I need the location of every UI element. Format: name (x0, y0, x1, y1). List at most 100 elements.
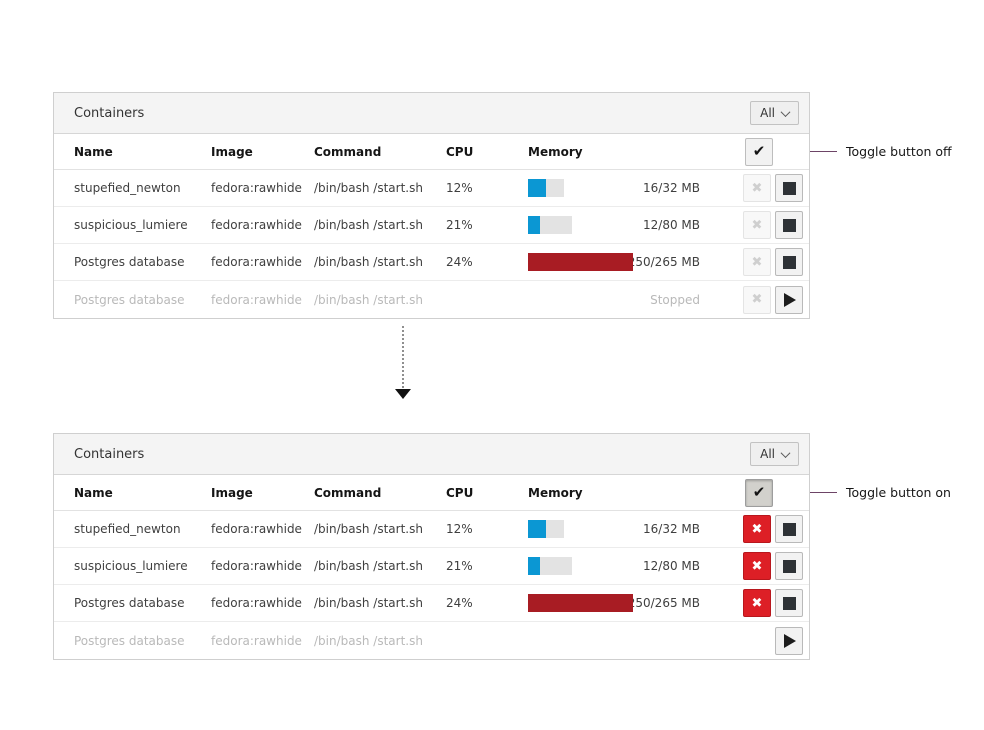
delete-button[interactable]: ✖ (743, 285, 771, 314)
cell-image: fedora:rawhide (211, 181, 302, 195)
cell-name: suspicious_lumiere (74, 559, 188, 573)
cell-cpu: 24% (446, 255, 473, 269)
container-row: stupefied_newton fedora:rawhide /bin/bas… (54, 170, 809, 207)
cell-image: fedora:rawhide (211, 633, 302, 648)
col-header-image: Image (211, 144, 253, 159)
chevron-down-icon (780, 106, 791, 117)
cell-command: /bin/bash /start.sh (314, 255, 423, 269)
cell-command: /bin/bash /start.sh (314, 181, 423, 195)
memory-bar (528, 520, 564, 538)
stop-icon (782, 181, 796, 195)
memory-value: 16/32 MB (643, 181, 700, 195)
container-row: suspicious_lumiere fedora:rawhide /bin/b… (54, 548, 809, 585)
memory-bar-fill (528, 594, 633, 612)
delete-button[interactable]: ✖ (743, 211, 771, 239)
col-header-name: Name (74, 144, 113, 159)
col-header-command: Command (314, 485, 382, 500)
panel-titlebar: Containers All (54, 434, 809, 475)
panel-titlebar: Containers All (54, 93, 809, 134)
cell-memory: Stopped (528, 293, 700, 307)
annotation-label: Toggle button off (846, 143, 952, 159)
table-body: stupefied_newton fedora:rawhide /bin/bas… (54, 511, 809, 659)
col-header-memory: Memory (528, 485, 583, 500)
table-header-row: Name Image Command CPU Memory ✔ (54, 475, 809, 511)
memory-value: 250/265 MB (627, 596, 700, 610)
memory-value: 12/80 MB (643, 218, 700, 232)
run-state-button[interactable] (775, 211, 803, 239)
delete-button[interactable]: ✖ (743, 515, 771, 543)
delete-button[interactable]: ✖ (743, 552, 771, 580)
filter-value: All (760, 106, 775, 120)
row-actions: ✖ (700, 589, 809, 617)
cell-name: stupefied_newton (74, 181, 181, 195)
dotted-line (402, 326, 404, 388)
memory-value: 250/265 MB (627, 255, 700, 269)
cell-command: /bin/bash /start.sh (314, 633, 423, 648)
memory-value: 16/32 MB (643, 522, 700, 536)
run-state-button[interactable] (775, 626, 803, 655)
containers-card: Containers All Name Image Command CPU Me… (53, 433, 810, 660)
run-state-button[interactable] (775, 285, 803, 314)
cell-memory: 250/265 MB (528, 253, 700, 271)
cell-command: /bin/bash /start.sh (314, 292, 423, 307)
annotation-connector (810, 491, 837, 493)
cell-name: Postgres database (74, 292, 185, 307)
cell-command: /bin/bash /start.sh (314, 596, 423, 610)
delete-icon: ✖ (751, 254, 763, 270)
delete-icon: ✖ (751, 180, 763, 196)
cell-memory: 250/265 MB (528, 594, 700, 612)
memory-bar-fill (528, 520, 546, 538)
delete-button[interactable]: ✖ (743, 589, 771, 617)
table-body: stupefied_newton fedora:rawhide /bin/bas… (54, 170, 809, 318)
delete-icon: ✖ (751, 217, 763, 233)
stop-icon (782, 255, 796, 269)
delete-mode-toggle-button[interactable]: ✔ (745, 478, 773, 507)
cell-cpu: 21% (446, 218, 473, 232)
run-state-button[interactable] (775, 515, 803, 543)
panel-title: Containers (74, 446, 145, 462)
containers-card: Containers All Name Image Command CPU Me… (53, 92, 810, 319)
filter-dropdown[interactable]: All (750, 442, 799, 466)
filter-dropdown[interactable]: All (750, 101, 799, 125)
cell-memory: 16/32 MB (528, 520, 700, 538)
annotation: Toggle button on (810, 474, 951, 510)
run-state-button[interactable] (775, 589, 803, 617)
cell-name: Postgres database (74, 633, 185, 648)
delete-button[interactable]: ✖ (743, 248, 771, 276)
row-actions: ✖ (700, 174, 809, 202)
delete-icon: ✖ (751, 292, 763, 307)
cell-command: /bin/bash /start.sh (314, 218, 423, 232)
memory-bar (528, 216, 572, 234)
cell-command: /bin/bash /start.sh (314, 522, 423, 536)
memory-bar (528, 253, 633, 271)
check-icon: ✔ (752, 483, 766, 501)
cell-command: /bin/bash /start.sh (314, 559, 423, 573)
run-state-button[interactable] (775, 248, 803, 276)
header-actions: ✔ (700, 478, 809, 507)
annotation-label: Toggle button on (846, 484, 951, 500)
run-state-button[interactable] (775, 174, 803, 202)
header-actions: ✔ (700, 137, 809, 166)
arrow-down-icon (395, 389, 411, 399)
memory-value: 12/80 MB (643, 559, 700, 573)
cell-cpu: 12% (446, 522, 473, 536)
delete-icon: ✖ (751, 558, 763, 574)
cell-image: fedora:rawhide (211, 218, 302, 232)
row-actions: ✖ (700, 626, 809, 655)
memory-value: Stopped (650, 292, 700, 307)
stop-icon (782, 522, 796, 536)
container-row: stupefied_newton fedora:rawhide /bin/bas… (54, 511, 809, 548)
delete-button[interactable]: ✖ (743, 174, 771, 202)
annotation-connector (810, 150, 837, 152)
panel-title: Containers (74, 105, 145, 121)
cell-memory: 16/32 MB (528, 179, 700, 197)
container-row: suspicious_lumiere fedora:rawhide /bin/b… (54, 207, 809, 244)
col-header-cpu: CPU (446, 485, 474, 500)
cell-cpu: 24% (446, 596, 473, 610)
delete-icon: ✖ (751, 595, 763, 611)
run-state-button[interactable] (775, 552, 803, 580)
filter-value: All (760, 447, 775, 461)
delete-mode-toggle-button[interactable]: ✔ (745, 137, 773, 166)
cell-name: suspicious_lumiere (74, 218, 188, 232)
delete-icon: ✖ (751, 521, 763, 537)
